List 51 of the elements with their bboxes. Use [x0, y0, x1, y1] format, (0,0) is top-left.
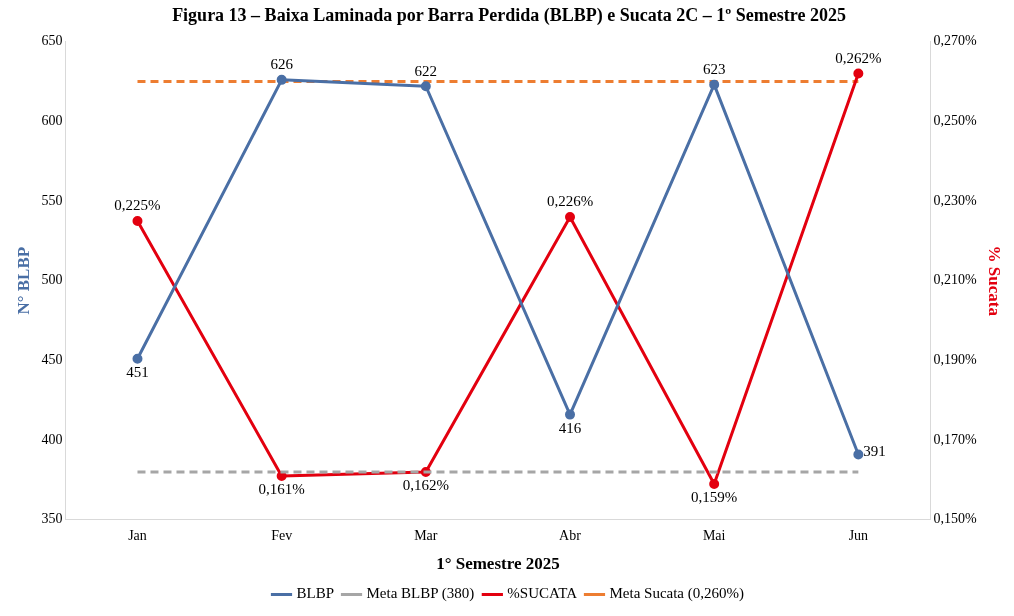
y2-axis-title: % Sucata — [985, 245, 1005, 317]
y2-tick-label: 0,250% — [933, 112, 977, 128]
data-label: 623 — [702, 61, 726, 78]
y-tick-label: 400 — [41, 431, 63, 447]
x-axis-title: 1° Semestre 2025 — [436, 554, 560, 574]
y-tick-label: 350 — [41, 511, 63, 527]
point — [132, 215, 143, 226]
y-tick-label: 450 — [41, 352, 63, 368]
legend-label: BLBP — [296, 585, 335, 602]
legend-label: Meta BLBP (380) — [366, 585, 475, 603]
y2-tick-label: 0,190% — [933, 352, 977, 368]
y2-tick-label: 0,170% — [933, 431, 977, 447]
data-label: 0,159% — [691, 489, 738, 506]
point — [132, 353, 143, 364]
y2-tick-label: 0,270% — [933, 33, 977, 49]
data-label: 626 — [270, 56, 294, 73]
x-tick-label: Jan — [128, 527, 147, 543]
y-tick-label: 550 — [41, 192, 63, 208]
point — [709, 79, 720, 90]
y-axis-title: N° BLBP — [13, 246, 33, 315]
point — [565, 409, 576, 420]
x-tick-label: Abr — [559, 527, 582, 543]
data-label: 451 — [126, 364, 149, 381]
point — [276, 74, 287, 85]
data-label: 416 — [558, 420, 582, 437]
x-tick-label: Jun — [848, 527, 869, 543]
y2-tick-label: 0,210% — [933, 272, 977, 288]
point — [853, 68, 864, 79]
chart-title: Figura 13 – Baixa Laminada por Barra Perdida (BLBP) e Sucata 2C – 1º Semestre 2025 — [172, 5, 846, 27]
x-tick-label: Mai — [702, 527, 726, 543]
y2-tick-label: 0,230% — [933, 192, 977, 208]
y-tick-label: 600 — [41, 112, 63, 128]
x-tick-label: Mar — [414, 527, 438, 543]
data-label: 391 — [863, 443, 886, 460]
legend-label: Meta Sucata (0,260%) — [609, 585, 745, 603]
point — [276, 470, 287, 481]
point — [853, 449, 864, 460]
point — [420, 81, 431, 92]
y-tick-label: 650 — [41, 33, 63, 49]
point — [709, 478, 720, 489]
data-label: 0,262% — [835, 49, 882, 66]
legend-label: %SUCATA — [507, 585, 578, 602]
data-label: 0,225% — [114, 197, 161, 214]
data-label: 622 — [414, 62, 438, 79]
y2-tick-label: 0,150% — [933, 511, 977, 527]
data-label: 0,226% — [546, 193, 594, 210]
data-label: 0,161% — [258, 481, 305, 498]
data-label: 0,162% — [402, 477, 449, 494]
x-tick-label: Fev — [271, 527, 293, 543]
point — [565, 211, 576, 222]
y-tick-label: 500 — [41, 272, 63, 288]
